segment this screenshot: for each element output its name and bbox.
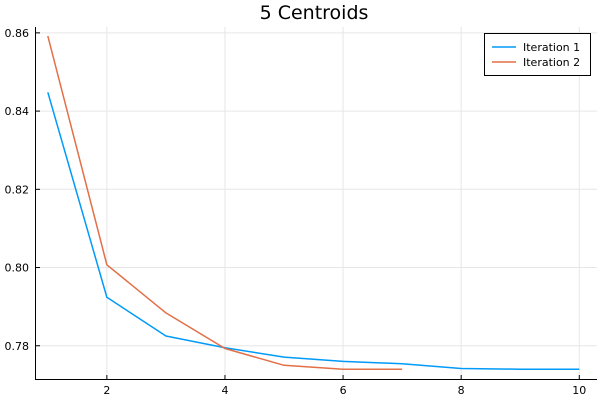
chart-title: 5 Centroids — [260, 2, 369, 24]
y-tick-label: 0.86 — [5, 27, 30, 40]
x-tick-label: 2 — [103, 384, 110, 397]
series-lines — [47, 35, 580, 370]
x-tick-label: 10 — [572, 384, 586, 397]
legend: Iteration 1 Iteration 2 — [484, 33, 591, 76]
x-tick-label: 4 — [221, 384, 228, 397]
y-tick-label: 0.82 — [5, 183, 30, 196]
legend-label-2: Iteration 2 — [523, 56, 580, 69]
x-tick-label: 8 — [458, 384, 465, 397]
y-tick-label: 0.84 — [5, 105, 30, 118]
y-tick-label: 0.80 — [5, 262, 30, 275]
y-tick-label: 0.78 — [5, 340, 30, 353]
legend-box — [484, 33, 591, 76]
legend-label-1: Iteration 1 — [523, 41, 580, 54]
series-line-1 — [47, 92, 580, 370]
grid — [36, 27, 597, 379]
axes — [35, 27, 597, 380]
series-line-2 — [47, 35, 403, 370]
y-tick-labels: 0.78 0.80 0.82 0.84 0.86 — [5, 27, 30, 353]
x-tick-label: 6 — [340, 384, 347, 397]
x-tick-labels: 2 4 6 8 10 — [103, 384, 586, 397]
